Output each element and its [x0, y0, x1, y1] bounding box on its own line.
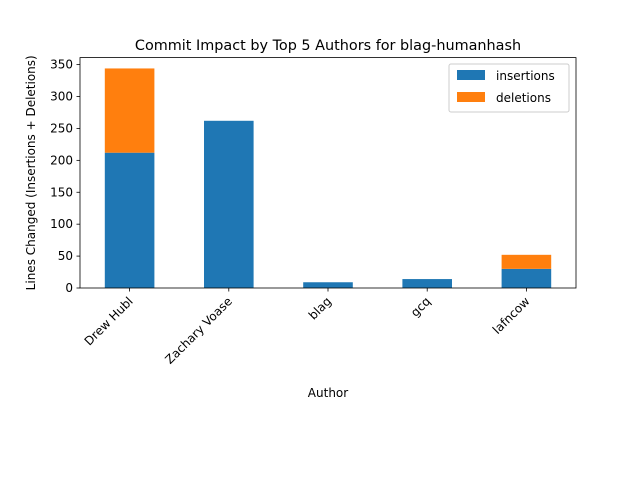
y-tick-label: 50 [58, 249, 73, 263]
legend-label-deletions: deletions [496, 91, 551, 105]
legend-swatch-insertions [457, 70, 485, 80]
bar-insertions-blag [303, 282, 353, 288]
y-tick-label: 300 [50, 90, 73, 104]
y-axis-label: Lines Changed (Insertions + Deletions) [24, 55, 38, 290]
legend-label-insertions: insertions [496, 69, 555, 83]
bar-deletions-drew-hubl [104, 68, 155, 153]
y-tick-label: 150 [50, 185, 73, 199]
y-tick-label: 200 [50, 153, 73, 167]
bar-insertions-drew-hubl [104, 152, 155, 288]
y-tick-label: 0 [65, 281, 73, 295]
legend: insertions deletions [448, 63, 570, 113]
bar-insertions-zachary-voase [204, 120, 254, 288]
bar-insertions-lafncow [501, 268, 552, 288]
bars-layer [104, 68, 552, 288]
legend-swatch-deletions [457, 92, 485, 102]
y-tick-label: 250 [50, 121, 73, 135]
chart-title: Commit Impact by Top 5 Authors for blag-… [135, 38, 521, 54]
bar-deletions-lafncow [501, 254, 552, 269]
y-tick-label: 350 [50, 58, 73, 72]
y-axis: 0 50 100 150 200 250 300 350 [50, 58, 80, 295]
plot-frame [79, 57, 577, 289]
bar-insertions-gcq [402, 279, 452, 288]
y-tick-label: 100 [50, 217, 73, 231]
x-axis-label: Author [308, 386, 348, 400]
